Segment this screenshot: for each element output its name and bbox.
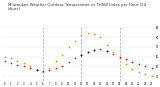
Point [144,66,147,67]
Point [144,73,147,75]
Point [67,62,70,63]
Point [125,64,127,65]
Point [35,70,38,71]
Point [99,36,102,38]
Point [29,68,31,69]
Point [131,68,134,70]
Point [80,34,83,36]
Point [42,71,44,73]
Point [150,75,153,77]
Point [16,65,19,66]
Point [23,63,25,64]
Point [80,54,83,55]
Point [86,32,89,34]
Point [86,51,89,52]
Point [106,50,108,51]
Point [61,54,63,55]
Point [93,49,95,50]
Point [138,64,140,65]
Point [3,61,6,62]
Point [67,46,70,48]
Point [99,48,102,49]
Point [10,58,12,59]
Point [125,59,127,60]
Point [23,66,25,67]
Point [131,62,134,63]
Point [61,66,63,67]
Point [112,51,115,52]
Point [16,61,19,62]
Point [93,49,95,50]
Point [48,68,51,69]
Point [93,33,95,35]
Point [48,70,51,71]
Point [106,44,108,46]
Point [150,68,153,69]
Point [86,51,89,52]
Point [35,68,38,70]
Point [74,40,76,42]
Text: Milwaukee Weather Outdoor Temperature vs THSW Index per Hour (24 Hours): Milwaukee Weather Outdoor Temperature vs… [8,3,146,11]
Point [35,70,38,71]
Point [138,71,140,73]
Point [54,68,57,69]
Point [106,50,108,51]
Point [54,61,57,62]
Point [118,58,121,59]
Point [80,54,83,55]
Point [112,53,115,54]
Point [10,63,12,64]
Point [3,56,6,57]
Point [42,70,44,72]
Point [29,66,31,67]
Point [118,56,121,57]
Point [74,58,76,59]
